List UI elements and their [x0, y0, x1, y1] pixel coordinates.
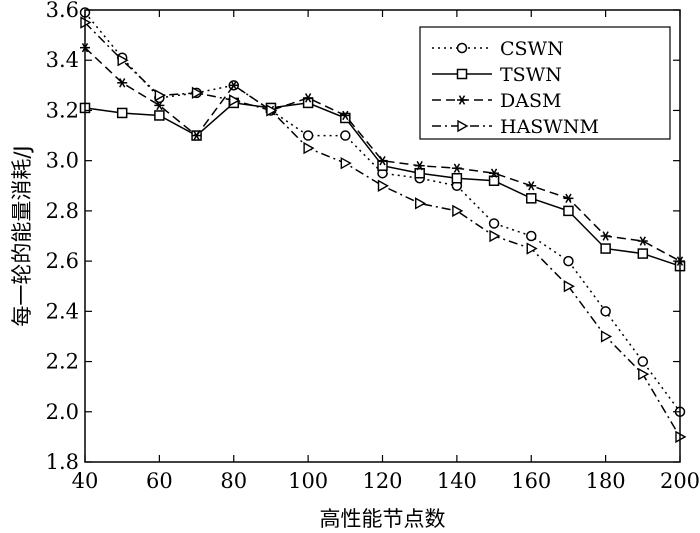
data-point	[340, 112, 351, 124]
legend-marker	[456, 68, 468, 80]
data-point	[526, 242, 538, 255]
data-point	[191, 86, 204, 100]
legend-item: CSWN	[432, 38, 564, 60]
y-axis-title: 每一轮的能量消耗/J	[10, 145, 34, 326]
y-tick-label: 3.4	[46, 48, 79, 72]
data-point	[451, 163, 462, 173]
data-point	[563, 280, 575, 293]
x-tick-label: 160	[511, 469, 551, 493]
data-point	[637, 248, 649, 259]
y-tick-label: 2.8	[46, 199, 79, 223]
ticks-layer: 40 60 80 100 120 140 160 180 200 1.8 2.0 2.2 2.4 2.6 2…	[46, 0, 700, 493]
legend-label: DASM	[500, 90, 561, 112]
data-point	[154, 110, 165, 121]
legend-item: HASWNM	[432, 116, 599, 138]
data-point	[638, 367, 650, 381]
data-point	[302, 97, 314, 109]
data-point	[451, 172, 463, 184]
data-point	[154, 89, 166, 102]
data-point	[303, 141, 315, 155]
data-point	[116, 107, 128, 119]
y-tick-label: 2.2	[46, 350, 79, 374]
y-tick-label: 3.6	[46, 0, 79, 22]
data-point	[526, 193, 537, 204]
data-point	[563, 193, 574, 204]
data-point	[526, 230, 537, 242]
data-point	[117, 54, 129, 67]
x-tick-label: 80	[220, 469, 247, 493]
data-point	[600, 243, 611, 254]
data-point	[600, 330, 613, 343]
data-point	[340, 110, 351, 121]
y-tick-label: 1.8	[46, 450, 79, 474]
data-point	[191, 130, 202, 141]
data-point	[228, 80, 239, 91]
legend-label: CSWN	[500, 38, 564, 60]
data-point	[488, 218, 500, 229]
data-point	[414, 160, 425, 171]
data-point	[154, 100, 165, 111]
series-layer	[79, 7, 687, 444]
data-point	[489, 229, 501, 243]
y-tick-label: 2.0	[46, 400, 79, 424]
data-point	[600, 306, 611, 317]
y-tick-label: 2.6	[46, 249, 79, 273]
x-tick-label: 60	[146, 469, 173, 493]
data-point	[377, 160, 388, 171]
x-axis-title: 高性能节点数	[320, 507, 446, 531]
data-point	[266, 104, 278, 117]
legend-marker	[456, 42, 468, 54]
data-point	[414, 167, 425, 179]
data-point	[229, 94, 241, 107]
y-tick-label: 2.4	[46, 299, 79, 323]
x-tick-label: 120	[362, 469, 402, 493]
y-tick-label: 3.0	[46, 149, 79, 173]
data-point	[563, 255, 574, 267]
data-point	[303, 93, 314, 103]
data-point	[340, 156, 352, 170]
series-dasm	[80, 42, 685, 266]
legend-label: HASWNM	[500, 116, 599, 138]
data-point	[637, 236, 648, 246]
data-point	[377, 179, 389, 192]
data-point	[452, 204, 464, 218]
legend-marker	[457, 95, 467, 105]
series-line-haswnm	[84, 22, 681, 438]
legend-item: TSWN	[432, 64, 562, 86]
data-point	[414, 197, 427, 210]
series-line-dasm	[84, 47, 681, 262]
data-point	[526, 181, 537, 191]
y-tick-label: 3.2	[46, 98, 79, 122]
series-haswnm	[80, 16, 687, 444]
series-line-cswn	[84, 12, 681, 413]
data-point	[563, 205, 574, 217]
data-point	[489, 168, 500, 178]
x-tick-label: 200	[660, 469, 700, 493]
x-tick-label: 100	[288, 469, 328, 493]
legend-marker	[457, 119, 469, 133]
data-point	[488, 175, 500, 187]
data-point	[340, 130, 351, 141]
x-tick-label: 180	[586, 469, 626, 493]
data-point	[377, 155, 388, 166]
x-tick-label: 40	[72, 469, 99, 493]
data-point	[637, 356, 649, 367]
legend-label: TSWN	[500, 64, 562, 86]
x-tick-label: 140	[437, 469, 477, 493]
legend-item: DASM	[432, 90, 561, 112]
legend: CSWN TSWN DASM HASWNM	[419, 26, 671, 140]
data-point	[302, 130, 314, 141]
data-point	[117, 78, 128, 88]
data-point	[600, 231, 611, 241]
